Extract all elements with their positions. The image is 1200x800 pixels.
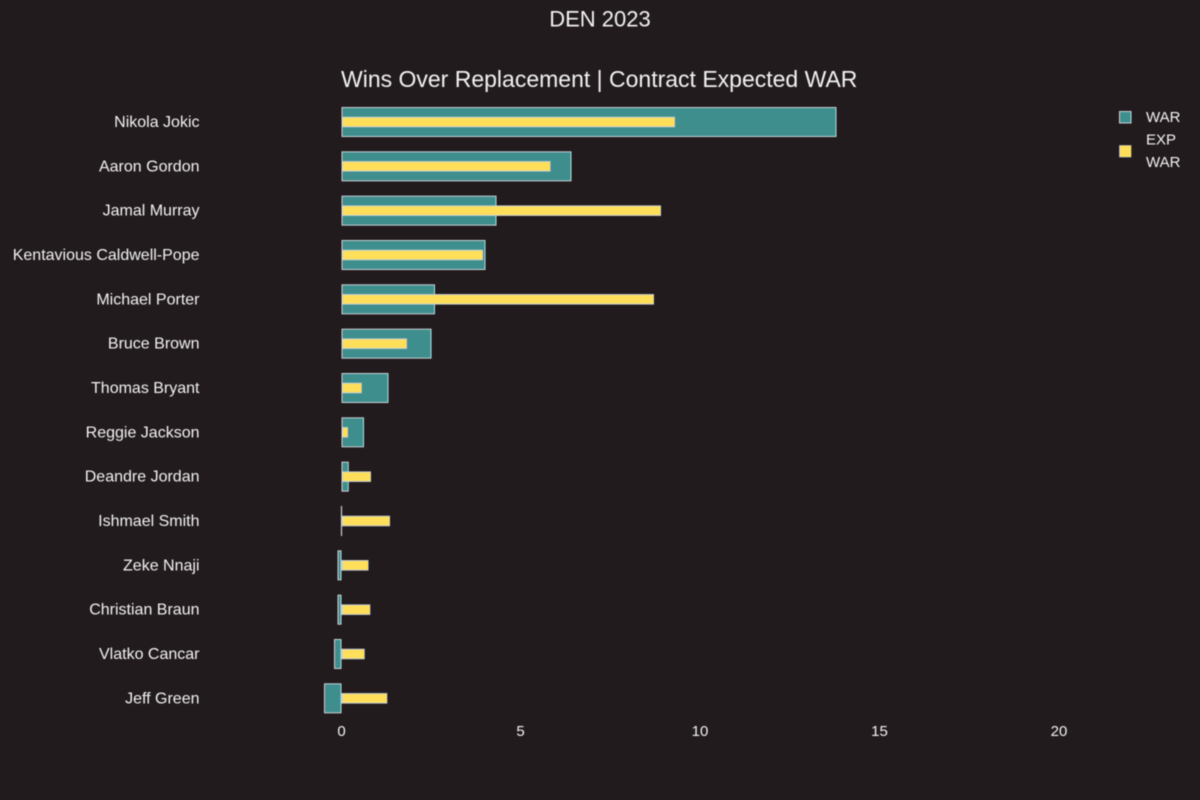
svg-text:Nikola Jokic: Nikola Jokic xyxy=(114,114,199,131)
svg-text:Vlatko Cancar: Vlatko Cancar xyxy=(99,646,200,663)
svg-text:Zeke Nnaji: Zeke Nnaji xyxy=(123,557,199,574)
svg-text:10: 10 xyxy=(692,723,709,740)
svg-text:Kentavious Caldwell-Pope: Kentavious Caldwell-Pope xyxy=(13,247,200,264)
svg-text:Bruce Brown: Bruce Brown xyxy=(108,336,200,353)
svg-text:DEN 2023: DEN 2023 xyxy=(549,7,651,32)
svg-text:EXP: EXP xyxy=(1146,132,1176,149)
svg-text:Thomas Bryant: Thomas Bryant xyxy=(91,380,200,397)
svg-text:Jamal Murray: Jamal Murray xyxy=(103,203,200,220)
svg-text:5: 5 xyxy=(516,723,524,740)
svg-text:Wins Over Replacement | Contra: Wins Over Replacement | Contract Expecte… xyxy=(341,66,857,92)
svg-text:15: 15 xyxy=(871,723,888,740)
svg-text:WAR: WAR xyxy=(1146,154,1181,171)
svg-text:Ishmael Smith: Ishmael Smith xyxy=(98,513,199,530)
svg-text:Aaron Gordon: Aaron Gordon xyxy=(99,158,200,175)
svg-text:20: 20 xyxy=(1051,723,1068,740)
svg-text:0: 0 xyxy=(337,723,345,740)
svg-text:Reggie Jackson: Reggie Jackson xyxy=(86,424,200,441)
svg-text:WAR: WAR xyxy=(1146,109,1181,126)
svg-text:Jeff Green: Jeff Green xyxy=(125,690,199,707)
svg-text:Deandre Jordan: Deandre Jordan xyxy=(85,469,200,486)
svg-text:Michael Porter: Michael Porter xyxy=(96,291,200,308)
svg-text:Christian Braun: Christian Braun xyxy=(89,602,199,619)
